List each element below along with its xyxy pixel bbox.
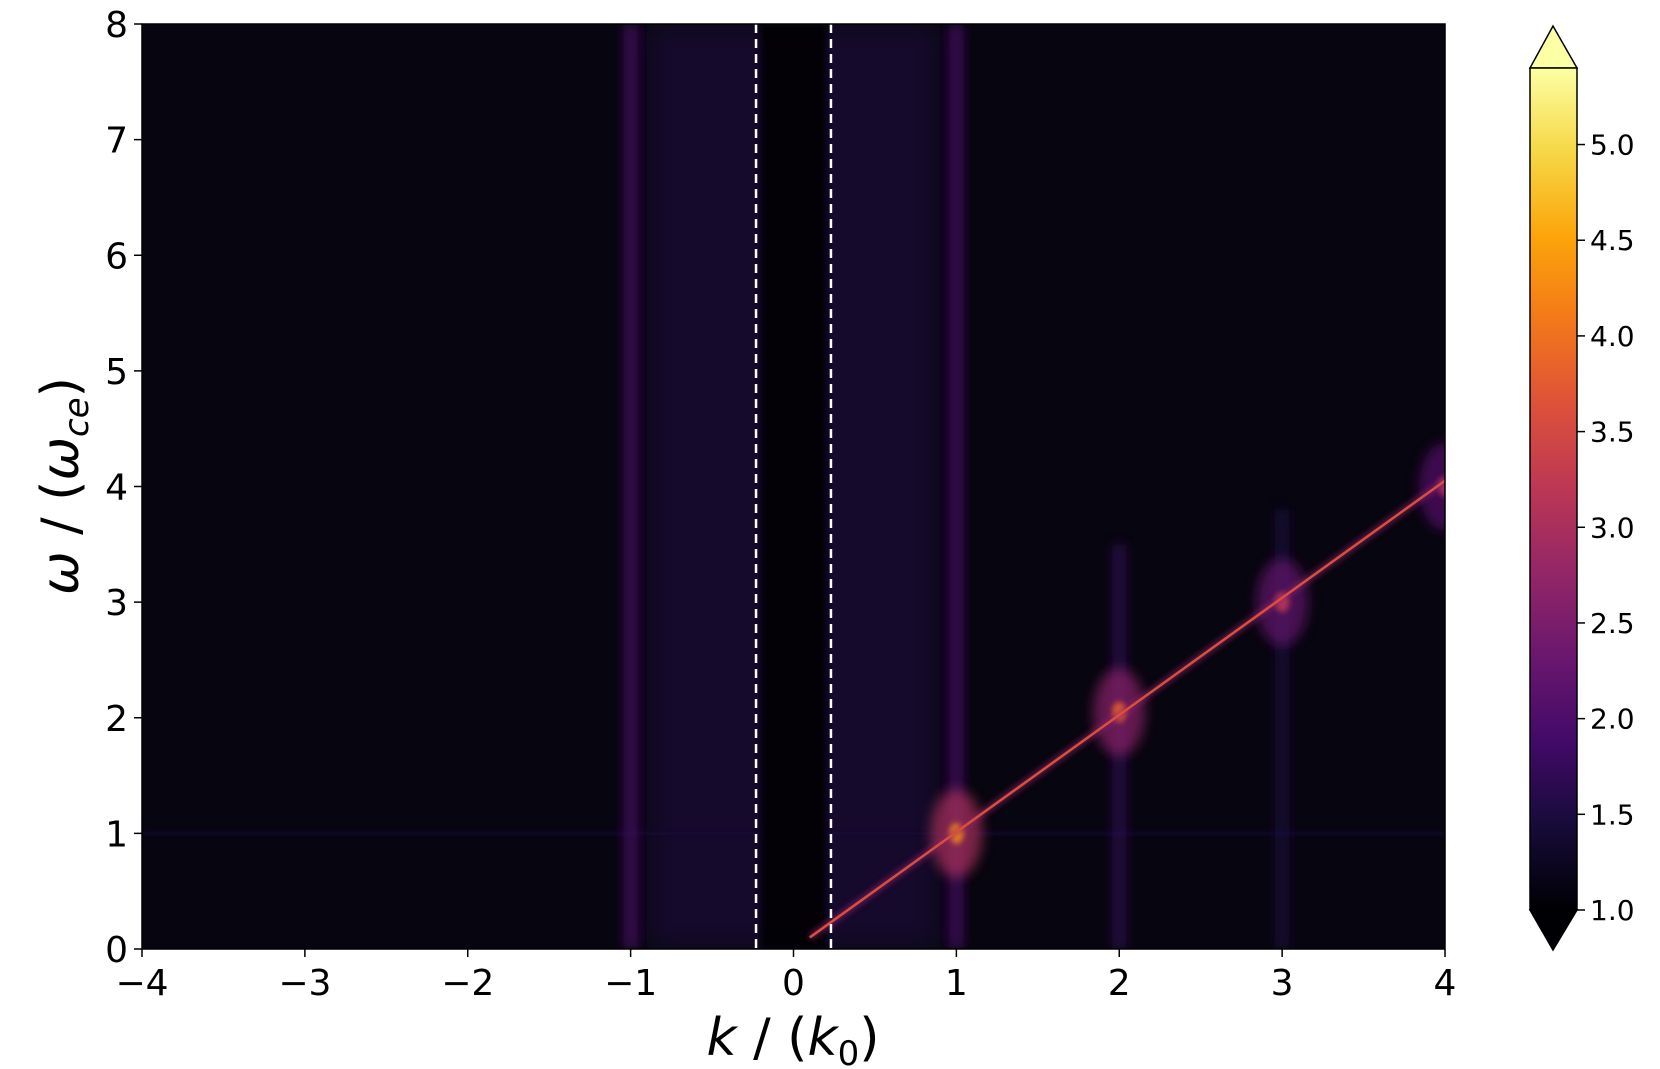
heatmap-features bbox=[142, 24, 1445, 949]
colorbar-extend-bottom bbox=[1528, 909, 1579, 952]
y-tick-label: 4 bbox=[105, 468, 128, 509]
y-tick-label: 1 bbox=[105, 814, 128, 855]
colorbar-gradient bbox=[1529, 67, 1578, 911]
y-tick-label: 0 bbox=[105, 930, 128, 971]
reference-lines bbox=[754, 24, 833, 949]
central-dark-channel bbox=[760, 24, 827, 949]
y-tick-label: 2 bbox=[105, 699, 128, 740]
colorbar-extend-top bbox=[1528, 24, 1579, 69]
colorbar-tick-label: 2.0 bbox=[1590, 703, 1635, 736]
vertical-band-0 bbox=[623, 24, 638, 949]
y-axis: 0 1 2 3 4 5 6 7 8 bbox=[105, 5, 142, 971]
y-tick-label: 5 bbox=[105, 352, 128, 393]
colorbar-tick-label: 1.0 bbox=[1590, 894, 1635, 927]
y-axis-label: ω / (ωce) bbox=[31, 377, 97, 595]
x-tick-label: 1 bbox=[945, 963, 968, 1004]
colorbar-tick-label: 1.5 bbox=[1590, 798, 1635, 831]
colorbar-tick-label: 4.5 bbox=[1590, 224, 1635, 257]
colorbar-tick-label: 5.0 bbox=[1590, 129, 1635, 162]
colorbar-tick-label: 4.0 bbox=[1590, 320, 1635, 353]
x-tick-label: −4 bbox=[115, 963, 168, 1004]
x-tick-label: 4 bbox=[1434, 963, 1457, 1004]
colorbar-tick-label: 2.5 bbox=[1590, 607, 1635, 640]
x-tick-label: −2 bbox=[441, 963, 494, 1004]
dispersion-line bbox=[809, 479, 1445, 939]
y-tick-label: 3 bbox=[105, 583, 128, 624]
x-tick-label: 0 bbox=[782, 963, 805, 1004]
x-tick-label: 2 bbox=[1108, 963, 1131, 1004]
colorbar-tick-label: 3.0 bbox=[1590, 511, 1635, 544]
x-tick-label: −3 bbox=[278, 963, 331, 1004]
y-tick-label: 7 bbox=[105, 121, 128, 162]
y-tick-label: 8 bbox=[105, 5, 128, 46]
y-tick-label: 6 bbox=[105, 236, 128, 277]
colorbar: 1.0 1.5 2.0 2.5 3.0 3.5 4.0 4.5 5.0 bbox=[1528, 24, 1635, 952]
x-tick-label: 3 bbox=[1271, 963, 1294, 1004]
x-axis-label: k / (k0) bbox=[706, 1008, 879, 1069]
vertical-band-1 bbox=[949, 24, 964, 949]
x-tick-label: −1 bbox=[604, 963, 657, 1004]
colorbar-tick-label: 3.5 bbox=[1590, 416, 1635, 449]
colorbar-ticks: 1.0 1.5 2.0 2.5 3.0 3.5 4.0 4.5 5.0 bbox=[1577, 129, 1635, 927]
x-axis: −4 −3 −2 −1 0 1 2 3 4 bbox=[115, 949, 1456, 1004]
